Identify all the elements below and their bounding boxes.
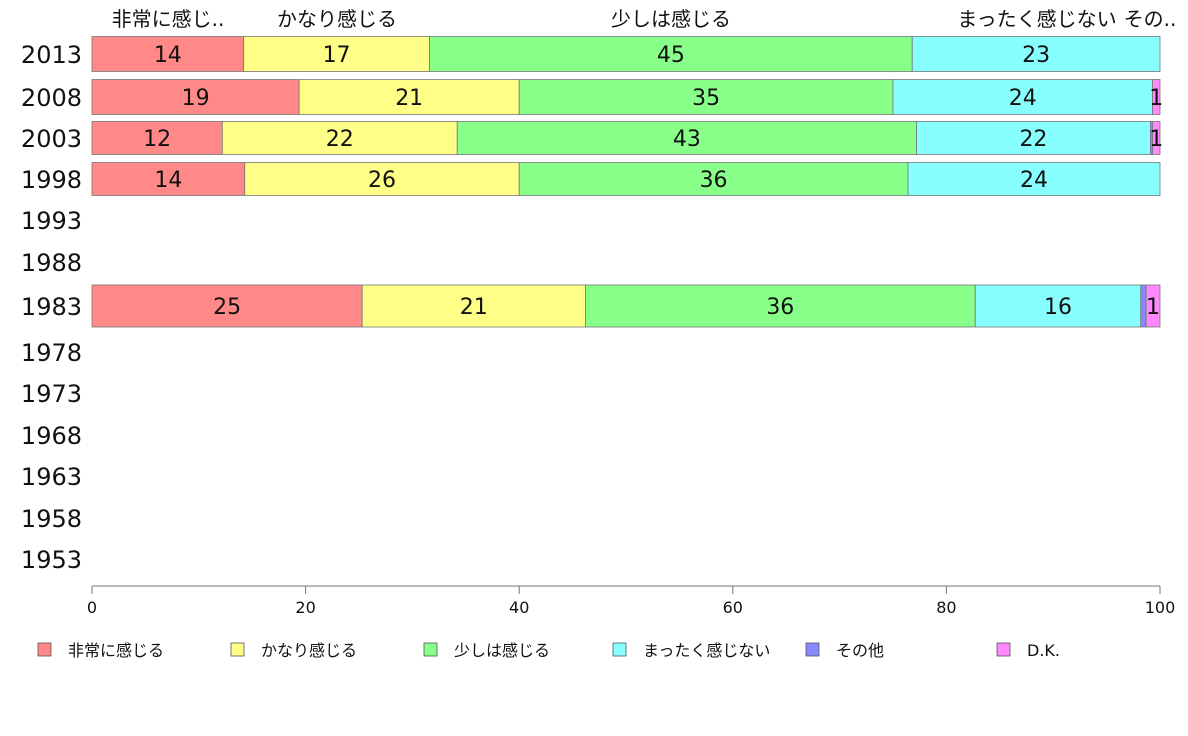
year-label: 1998: [21, 166, 82, 194]
bar-segment: [518, 79, 894, 115]
year-label: 1993: [21, 207, 82, 235]
column-header: 非常に感じ..: [112, 7, 225, 31]
bar-value-label: 21: [395, 86, 423, 111]
x-tick-label: 20: [295, 598, 315, 617]
bar-segment: [221, 121, 458, 155]
bar-segment: [91, 162, 246, 196]
bar-segment: [518, 162, 909, 196]
bar-segment: [907, 162, 1161, 196]
bar-segment: [916, 121, 1151, 155]
legend-label: D.K.: [1027, 641, 1060, 660]
year-label: 1973: [21, 380, 82, 408]
year-label: 1983: [21, 293, 82, 321]
bar-value-label: 24: [1020, 168, 1048, 193]
bar-value-label: 35: [692, 86, 720, 111]
legend-swatch: [230, 642, 245, 657]
column-headers: 非常に感じ.. かなり感じる 少しは感じる まったく感じない その..: [112, 7, 1177, 31]
bar-value-label: 21: [460, 295, 488, 320]
year-labels: 2013 2008 2003 1998 1993 1988 1983 1978 1973 1968…: [21, 41, 82, 574]
bar-value-label: 24: [1009, 86, 1037, 111]
x-tick-label: 80: [936, 598, 956, 617]
year-label: 2003: [21, 125, 82, 153]
column-header: その..: [1124, 7, 1177, 31]
bar-value-label: 1: [1149, 127, 1163, 152]
bar-value-label: 45: [657, 43, 685, 68]
bar-segment: [585, 284, 976, 328]
bar-segment: [298, 79, 520, 115]
year-label: 2013: [21, 41, 82, 69]
bar-segment: [91, 284, 363, 328]
bar-segment: [892, 79, 1153, 115]
legend-swatch: [805, 642, 820, 657]
bar-segment: [91, 79, 300, 115]
bar-value-label: 26: [368, 168, 396, 193]
bars: 14 17 45 23 19 21 35 24 1 12 22 43 22 1 14 26 36 24 25 21 36…: [91, 36, 1163, 328]
bar-segment: [91, 121, 223, 155]
x-tick-label: 60: [723, 598, 743, 617]
bar-value-label: 36: [700, 168, 728, 193]
bar-value-label: 36: [766, 295, 794, 320]
bar-value-label: 1: [1146, 295, 1160, 320]
year-label: 1988: [21, 249, 82, 277]
bar-value-label: 12: [143, 127, 171, 152]
bar-value-label: 43: [673, 127, 701, 152]
column-header: 少しは感じる: [611, 7, 731, 31]
x-axis: 0 20 40 60 80 100: [87, 585, 1176, 617]
bar-value-label: 1: [1149, 86, 1163, 111]
column-header: かなり感じる: [277, 7, 397, 31]
legend-label: まったく感じない: [643, 641, 770, 660]
legend-swatch: [612, 642, 627, 657]
legend-swatch: [423, 642, 438, 657]
column-header: まったく感じない: [957, 7, 1116, 31]
legend-label: 非常に感じる: [68, 641, 164, 660]
bar-segment: [1145, 284, 1161, 328]
year-label: 2008: [21, 84, 82, 112]
legend-label: 少しは感じる: [454, 641, 550, 660]
bar-value-label: 14: [154, 168, 182, 193]
bar-value-label: 17: [323, 43, 351, 68]
bar-segment: [456, 121, 917, 155]
bar-segment: [361, 284, 586, 328]
bar-segment: [429, 36, 913, 72]
bar-segment: [243, 36, 430, 72]
bar-value-label: 19: [182, 86, 210, 111]
bar-segment: [1152, 79, 1161, 115]
x-tick-label: 0: [87, 598, 97, 617]
legend-swatch: [37, 642, 52, 657]
legend-label: かなり感じる: [261, 641, 357, 660]
bar-value-label: 22: [326, 127, 354, 152]
bar-value-label: 16: [1044, 295, 1072, 320]
x-tick-label: 40: [509, 598, 529, 617]
year-label: 1968: [21, 422, 82, 450]
bar-segment: [1152, 121, 1161, 155]
bar-value-label: 22: [1019, 127, 1047, 152]
year-label: 1958: [21, 505, 82, 533]
x-tick-label: 100: [1145, 598, 1176, 617]
year-label: 1963: [21, 463, 82, 491]
bar-value-label: 23: [1022, 43, 1050, 68]
legend: 非常に感じる かなり感じる 少しは感じる まったく感じない その他 D.K.: [37, 641, 1060, 660]
bar-value-label: 14: [154, 43, 182, 68]
legend-label: その他: [836, 641, 884, 660]
bar-value-label: 25: [213, 295, 241, 320]
year-label: 1978: [21, 339, 82, 367]
bar-segment: [974, 284, 1142, 328]
bar-segment: [911, 36, 1161, 72]
bar-segment: [91, 36, 245, 72]
year-label: 1953: [21, 546, 82, 574]
legend-swatch: [996, 642, 1011, 657]
